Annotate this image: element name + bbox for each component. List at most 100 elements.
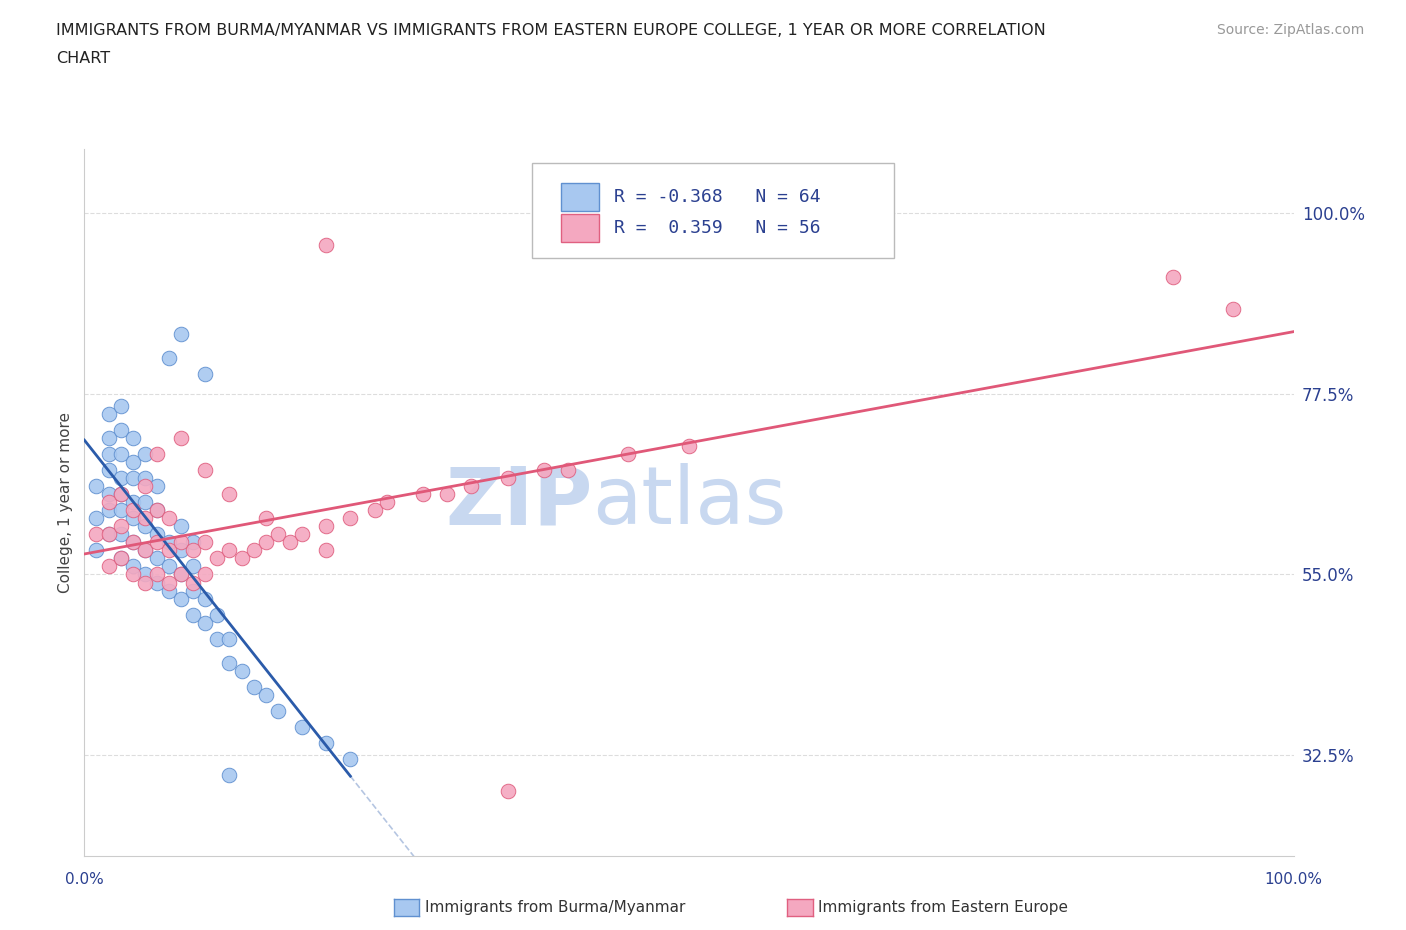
Point: [412, 486, 434, 501]
Point: [146, 535, 169, 550]
Point: [121, 535, 143, 550]
Point: [110, 527, 132, 542]
Text: Immigrants from Eastern Europe: Immigrants from Eastern Europe: [818, 900, 1069, 915]
Point: [110, 503, 132, 518]
Point: [157, 559, 180, 574]
Point: [363, 503, 385, 518]
Point: [194, 462, 217, 477]
Point: [194, 567, 217, 582]
Point: [110, 486, 132, 501]
Point: [207, 631, 229, 646]
Point: [678, 439, 700, 454]
Text: atlas: atlas: [592, 463, 786, 541]
Point: [97, 446, 120, 461]
Point: [146, 446, 169, 461]
Point: [157, 511, 180, 525]
Point: [134, 519, 156, 534]
Text: ZIP: ZIP: [444, 463, 592, 541]
FancyBboxPatch shape: [531, 163, 894, 259]
Point: [170, 591, 193, 606]
FancyBboxPatch shape: [561, 214, 599, 242]
Point: [134, 575, 156, 590]
Point: [146, 503, 169, 518]
Point: [291, 720, 314, 735]
Text: CHART: CHART: [56, 51, 110, 66]
Point: [110, 446, 132, 461]
Point: [194, 366, 217, 381]
Point: [181, 583, 204, 598]
Point: [134, 479, 156, 494]
Point: [181, 543, 204, 558]
Point: [121, 559, 143, 574]
Point: [170, 431, 193, 445]
Point: [231, 551, 253, 565]
Point: [110, 519, 132, 534]
Point: [157, 351, 180, 365]
Point: [170, 535, 193, 550]
Point: [170, 543, 193, 558]
Point: [97, 486, 120, 501]
Point: [242, 543, 264, 558]
Point: [157, 575, 180, 590]
Point: [339, 511, 361, 525]
Point: [207, 607, 229, 622]
Point: [86, 527, 108, 542]
Point: [218, 768, 240, 783]
Point: [134, 471, 156, 485]
Point: [218, 656, 240, 671]
Point: [617, 446, 640, 461]
Point: [557, 462, 579, 477]
Point: [496, 471, 519, 485]
Point: [97, 431, 120, 445]
Point: [134, 495, 156, 510]
Point: [231, 663, 253, 678]
Point: [121, 455, 143, 470]
Point: [86, 543, 108, 558]
Point: [134, 446, 156, 461]
Point: [110, 551, 132, 565]
Point: [110, 422, 132, 437]
Point: [267, 704, 290, 719]
Point: [181, 535, 204, 550]
Point: [86, 511, 108, 525]
Point: [315, 543, 337, 558]
Point: [170, 326, 193, 341]
Text: Source: ZipAtlas.com: Source: ZipAtlas.com: [1216, 23, 1364, 37]
Point: [218, 631, 240, 646]
Point: [97, 495, 120, 510]
Point: [315, 736, 337, 751]
Point: [121, 471, 143, 485]
Point: [146, 551, 169, 565]
Point: [157, 543, 180, 558]
Point: [86, 479, 108, 494]
Point: [181, 559, 204, 574]
Point: [134, 543, 156, 558]
Y-axis label: College, 1 year or more: College, 1 year or more: [58, 412, 73, 592]
Text: Immigrants from Burma/Myanmar: Immigrants from Burma/Myanmar: [425, 900, 685, 915]
Point: [110, 398, 132, 413]
Point: [97, 527, 120, 542]
Point: [194, 616, 217, 631]
Point: [267, 527, 290, 542]
Point: [121, 535, 143, 550]
Point: [291, 527, 314, 542]
Point: [242, 680, 264, 695]
Text: IMMIGRANTS FROM BURMA/MYANMAR VS IMMIGRANTS FROM EASTERN EUROPE COLLEGE, 1 YEAR : IMMIGRANTS FROM BURMA/MYANMAR VS IMMIGRA…: [56, 23, 1046, 38]
Point: [97, 527, 120, 542]
Text: R = -0.368   N = 64: R = -0.368 N = 64: [614, 188, 821, 206]
Point: [97, 503, 120, 518]
Point: [157, 535, 180, 550]
Point: [121, 431, 143, 445]
Point: [121, 511, 143, 525]
Point: [134, 511, 156, 525]
Point: [254, 687, 277, 702]
Text: R =  0.359   N = 56: R = 0.359 N = 56: [614, 219, 821, 237]
Point: [134, 543, 156, 558]
Point: [134, 567, 156, 582]
Point: [170, 519, 193, 534]
Point: [110, 551, 132, 565]
Point: [181, 607, 204, 622]
Point: [254, 511, 277, 525]
Point: [146, 567, 169, 582]
Point: [121, 503, 143, 518]
